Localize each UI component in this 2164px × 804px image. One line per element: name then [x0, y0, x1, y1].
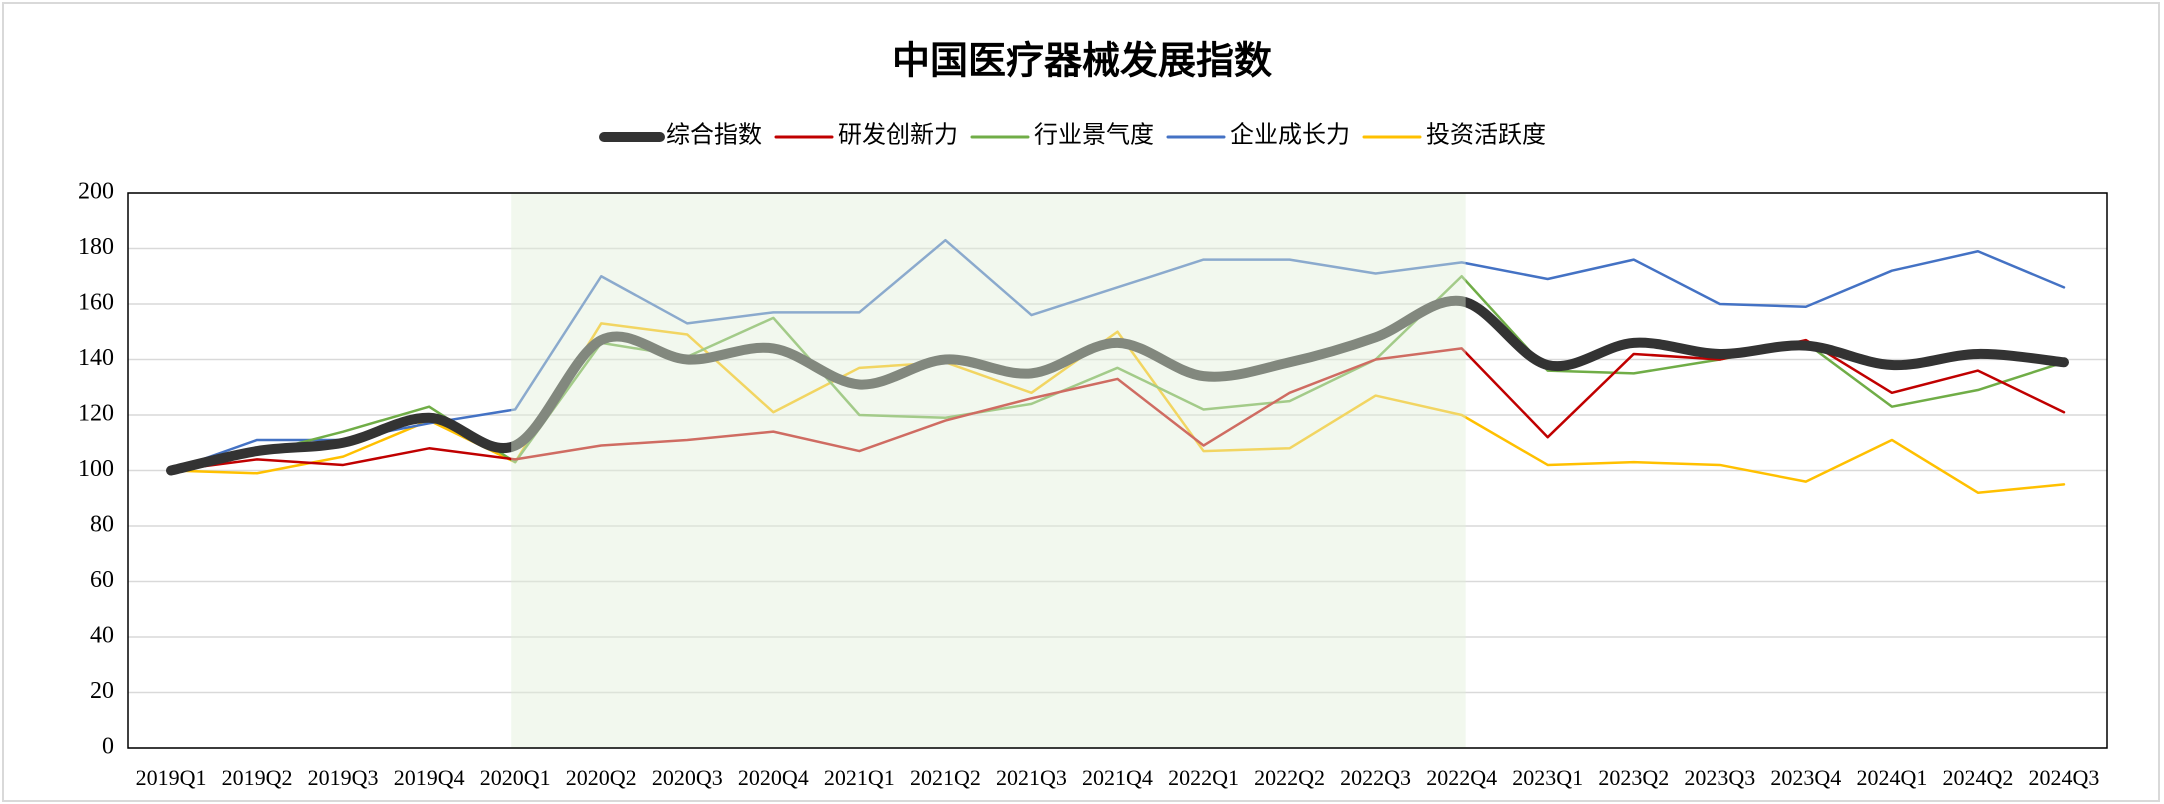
x-tick-label: 2022Q3 [1340, 765, 1411, 790]
x-tick-label: 2022Q4 [1426, 765, 1497, 790]
x-tick-label: 2022Q1 [1168, 765, 1239, 790]
y-tick-label: 200 [78, 179, 114, 205]
y-tick-label: 180 [78, 234, 114, 260]
y-tick-label: 100 [78, 456, 114, 482]
legend-label: 研发创新力 [838, 122, 958, 149]
y-tick-label: 140 [78, 345, 114, 371]
y-tick-label: 80 [90, 512, 114, 538]
y-tick-label: 160 [78, 290, 114, 316]
index-line [166, 295, 2069, 476]
x-tick-label: 2022Q2 [1254, 765, 1325, 790]
y-tick-label: 0 [102, 734, 114, 760]
chart-title: 中国医疗器械发展指数 [892, 41, 1272, 83]
y-tick-label: 40 [90, 623, 114, 649]
legend: 综合指数 研发创新力 行业景气度 企业成长力 投资活跃度 [599, 122, 1546, 149]
legend-label: 行业景气度 [1034, 122, 1154, 149]
y-tick-label: 120 [78, 401, 114, 427]
y-tick-label: 60 [90, 567, 114, 593]
plot-border [127, 192, 2108, 749]
x-tick-label: 2019Q1 [136, 765, 207, 790]
x-tick-label: 2021Q2 [910, 765, 981, 790]
x-tick-label: 2019Q2 [222, 765, 293, 790]
x-tick-label: 2019Q4 [394, 765, 465, 790]
x-tick-label: 2024Q1 [1856, 765, 1927, 790]
x-tick-label: 2024Q3 [2029, 765, 2100, 790]
x-tick-label: 2020Q3 [652, 765, 723, 790]
legend-label: 企业成长力 [1230, 122, 1350, 149]
x-tick-label: 2019Q3 [308, 765, 379, 790]
y-tick-label: 20 [90, 678, 114, 704]
x-tick-label: 2020Q2 [566, 765, 637, 790]
x-tick-label: 2023Q1 [1512, 765, 1583, 790]
legend-label: 投资活跃度 [1426, 122, 1546, 149]
series-line [169, 238, 2066, 472]
plot-area: 0 20 40 60 80 100 120 140 160 180 200 2019Q1 2019Q2 2… [78, 179, 2108, 790]
x-tick-label: 2023Q4 [1770, 765, 1841, 790]
x-tick-label: 2023Q2 [1598, 765, 1669, 790]
x-tick-label: 2023Q3 [1684, 765, 1755, 790]
x-tick-label: 2021Q3 [996, 765, 1067, 790]
legend-label: 综合指数 [666, 122, 762, 149]
x-tick-label: 2021Q1 [824, 765, 895, 790]
highlight-band [511, 193, 1466, 748]
x-tick-label: 2021Q4 [1082, 765, 1153, 790]
x-tick-label: 2020Q4 [738, 765, 809, 790]
x-tick-label: 2024Q2 [1942, 765, 2013, 790]
x-tick-label: 2020Q1 [480, 765, 551, 790]
